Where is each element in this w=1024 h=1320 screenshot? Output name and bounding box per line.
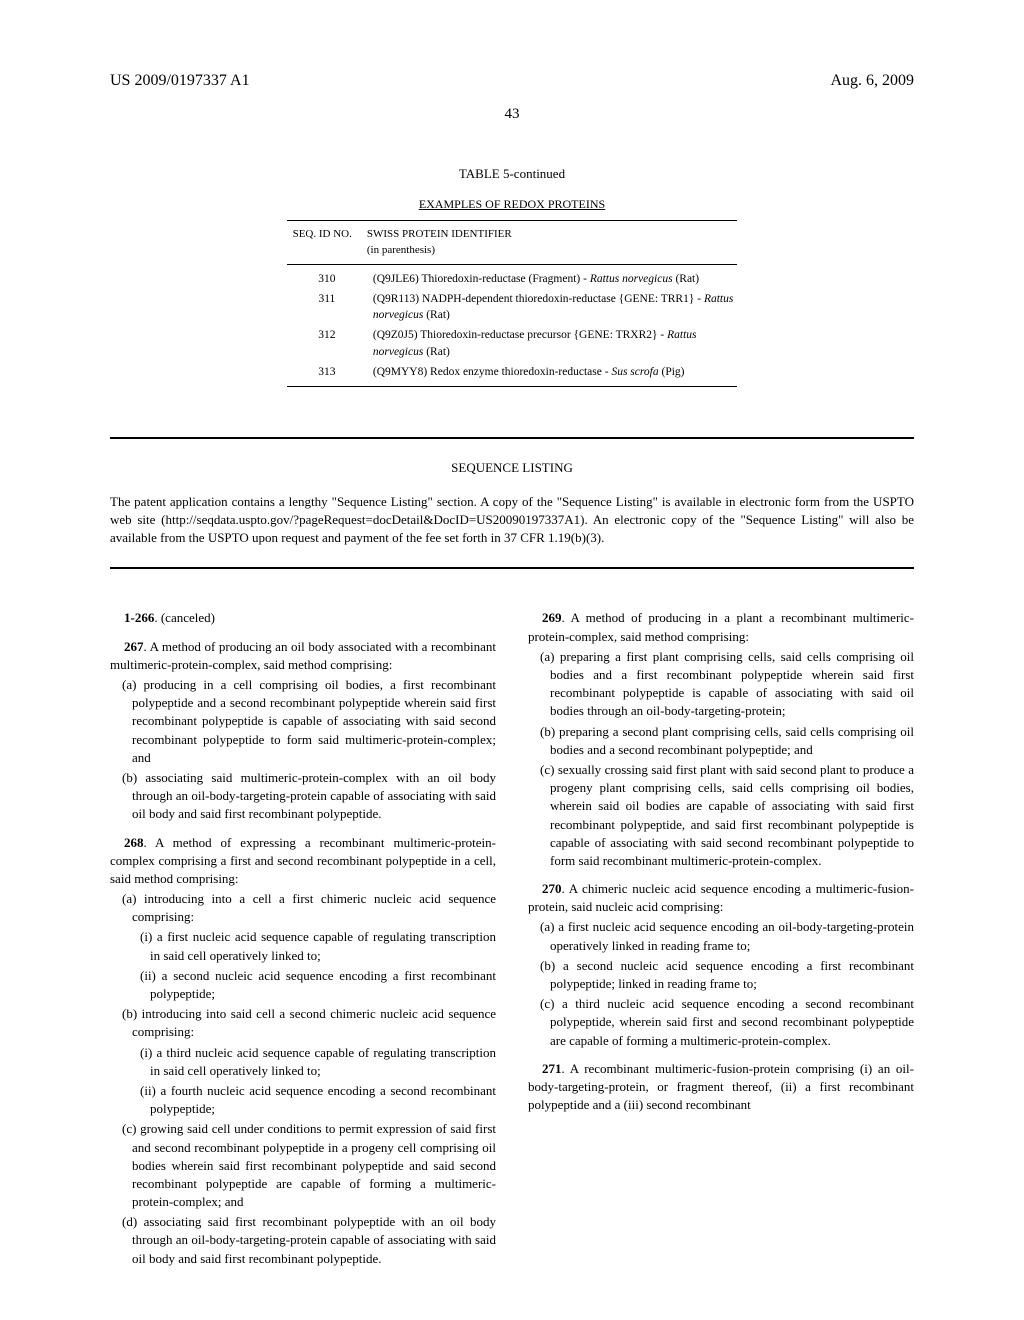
claim-267: 267. A method of producing an oil body a… — [110, 638, 496, 824]
col-desc-l2: (in parenthesis) — [367, 243, 737, 258]
claim-sub: (b) introducing into said cell a second … — [110, 1005, 496, 1041]
claim-subsub: (ii) a fourth nucleic acid sequence enco… — [110, 1082, 496, 1118]
claim-num: 270 — [542, 881, 562, 896]
claim-271: 271. A recombinant multimeric-fusion-pro… — [528, 1060, 914, 1115]
claim-sub: (a) introducing into a cell a first chim… — [110, 890, 496, 926]
claim-sub: (d) associating said first recombinant p… — [110, 1213, 496, 1268]
table-subtitle: EXAMPLES OF REDOX PROTEINS — [287, 196, 737, 213]
claim-sub: (a) producing in a cell comprising oil b… — [110, 676, 496, 767]
claim-sub: (a) preparing a first plant comprising c… — [528, 648, 914, 721]
claim-269: 269. A method of producing in a plant a … — [528, 609, 914, 870]
sequence-text: The patent application contains a length… — [110, 493, 914, 548]
seq-id: 312 — [287, 327, 367, 359]
claims-section: 1-266. (canceled) 267. A method of produ… — [110, 609, 914, 1267]
claim-sub: (b) associating said multimeric-protein-… — [110, 769, 496, 824]
claim-num: 267 — [124, 639, 144, 654]
claim-270: 270. A chimeric nucleic acid sequence en… — [528, 880, 914, 1050]
claim-sub: (b) a second nucleic acid sequence encod… — [528, 957, 914, 993]
table-rows: 310 (Q9JLE6) Thioredoxin-reductase (Frag… — [287, 265, 737, 386]
table-header-row: SEQ. ID NO. SWISS PROTEIN IDENTIFIER (in… — [287, 221, 737, 265]
table-row: 313 (Q9MYY8) Redox enzyme thioredoxin-re… — [287, 362, 737, 382]
table-row: 310 (Q9JLE6) Thioredoxin-reductase (Frag… — [287, 269, 737, 289]
claim-sub: (c) sexually crossing said first plant w… — [528, 761, 914, 870]
col-desc-l1: SWISS PROTEIN IDENTIFIER — [367, 227, 737, 242]
sequence-listing-section: SEQUENCE LISTING The patent application … — [110, 437, 914, 570]
seq-id: 310 — [287, 271, 367, 287]
claim-num: 1-266 — [124, 610, 154, 625]
claim-266: 1-266. (canceled) — [110, 609, 496, 627]
table-5: TABLE 5-continued EXAMPLES OF REDOX PROT… — [287, 165, 737, 386]
seq-desc: (Q9Z0J5) Thioredoxin-reductase precursor… — [367, 327, 737, 359]
page-header: US 2009/0197337 A1 Aug. 6, 2009 — [110, 70, 914, 92]
seq-id: 311 — [287, 291, 367, 323]
table-row: 312 (Q9Z0J5) Thioredoxin-reductase precu… — [287, 325, 737, 361]
claim-num: 269 — [542, 610, 562, 625]
claim-subsub: (ii) a second nucleic acid sequence enco… — [110, 967, 496, 1003]
claim-sub: (c) growing said cell under conditions t… — [110, 1120, 496, 1211]
claim-num: 271 — [542, 1061, 562, 1076]
doc-date: Aug. 6, 2009 — [830, 70, 914, 92]
doc-number: US 2009/0197337 A1 — [110, 70, 250, 92]
seq-id: 313 — [287, 364, 367, 380]
claim-subsub: (i) a third nucleic acid sequence capabl… — [110, 1044, 496, 1080]
seq-desc: (Q9MYY8) Redox enzyme thioredoxin-reduct… — [367, 364, 737, 380]
page-number: 43 — [110, 104, 914, 125]
table-title: TABLE 5-continued — [287, 165, 737, 183]
claim-268: 268. A method of expressing a recombinan… — [110, 834, 496, 1268]
col-desc-header: SWISS PROTEIN IDENTIFIER (in parenthesis… — [367, 227, 737, 258]
table-body: SEQ. ID NO. SWISS PROTEIN IDENTIFIER (in… — [287, 220, 737, 386]
seq-desc: (Q9R113) NADPH-dependent thioredoxin-red… — [367, 291, 737, 323]
claim-subsub: (i) a first nucleic acid sequence capabl… — [110, 928, 496, 964]
claim-sub: (c) a third nucleic acid sequence encodi… — [528, 995, 914, 1050]
seq-desc: (Q9JLE6) Thioredoxin-reductase (Fragment… — [367, 271, 737, 287]
claim-sub: (b) preparing a second plant comprising … — [528, 723, 914, 759]
sequence-heading: SEQUENCE LISTING — [110, 459, 914, 477]
claim-num: 268 — [124, 835, 144, 850]
claim-sub: (a) a first nucleic acid sequence encodi… — [528, 918, 914, 954]
col-seq-header: SEQ. ID NO. — [287, 227, 367, 258]
table-row: 311 (Q9R113) NADPH-dependent thioredoxin… — [287, 289, 737, 325]
